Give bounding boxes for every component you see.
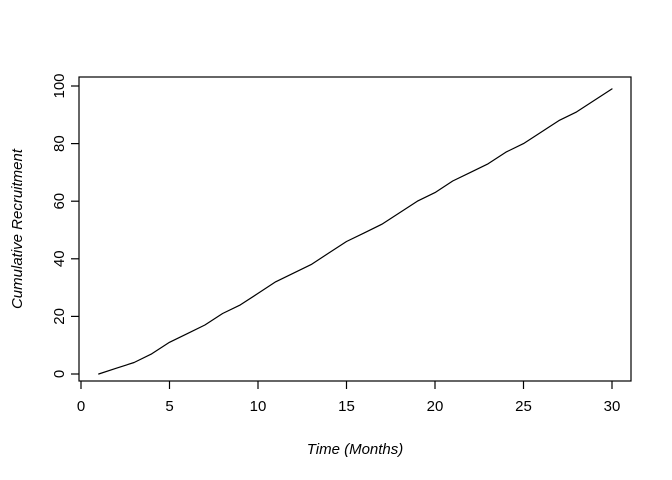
x-axis-tick-label: 10: [250, 398, 267, 415]
y-axis-tick-label: 40: [51, 250, 68, 267]
y-axis-tick-label: 60: [51, 193, 68, 210]
y-axis-tick-label: 0: [51, 370, 68, 378]
recruitment-data-line: [98, 88, 613, 375]
x-axis-tick-label: 20: [427, 398, 444, 415]
x-axis-tick-label: 30: [604, 398, 621, 415]
x-axis-title: Time (Months): [307, 441, 404, 458]
plot-area: 0 5 10 15 20 25 30 0 20 40 60 80 100: [51, 73, 632, 415]
x-axis-tick-label: 15: [338, 398, 355, 415]
plot-box: [78, 76, 632, 382]
y-axis-tick-label: 80: [51, 135, 68, 152]
y-axis-title: Cumulative Recruitment: [9, 148, 26, 309]
x-axis-tick-label: 5: [165, 398, 173, 415]
x-axis-tick-label: 25: [515, 398, 532, 415]
y-axis-tick-label: 20: [51, 308, 68, 325]
x-axis-tick-label: 0: [77, 398, 85, 415]
y-axis-tick-label: 100: [51, 73, 68, 98]
